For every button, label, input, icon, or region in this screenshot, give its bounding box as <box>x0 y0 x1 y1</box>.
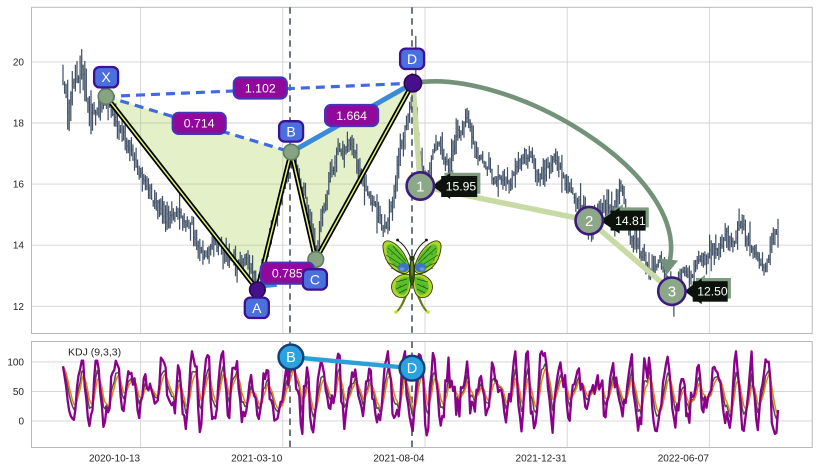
svg-text:1.664: 1.664 <box>336 109 367 123</box>
svg-text:D: D <box>407 51 417 67</box>
svg-text:2021-08-04: 2021-08-04 <box>373 454 425 465</box>
svg-text:2021-03-10: 2021-03-10 <box>231 454 283 465</box>
svg-text:B: B <box>286 350 296 366</box>
svg-text:A: A <box>252 300 262 316</box>
svg-text:16: 16 <box>13 180 25 191</box>
svg-text:18: 18 <box>13 119 25 130</box>
svg-text:2020-10-13: 2020-10-13 <box>89 454 141 465</box>
svg-text:12: 12 <box>13 302 25 313</box>
svg-text:1: 1 <box>416 178 424 195</box>
svg-text:14.81: 14.81 <box>615 214 646 228</box>
svg-text:15.95: 15.95 <box>446 179 477 193</box>
svg-text:2: 2 <box>585 213 593 230</box>
svg-text:20: 20 <box>13 57 25 68</box>
svg-text:0.714: 0.714 <box>184 117 215 131</box>
svg-text:D: D <box>407 361 417 377</box>
svg-text:X: X <box>101 69 111 85</box>
svg-text:0.785: 0.785 <box>272 267 303 281</box>
svg-text:14: 14 <box>13 241 25 252</box>
svg-text:B: B <box>286 123 295 139</box>
svg-text:C: C <box>310 271 320 287</box>
svg-text:2022-06-07: 2022-06-07 <box>658 454 710 465</box>
svg-text:2021-12-31: 2021-12-31 <box>516 454 568 465</box>
svg-text:1.102: 1.102 <box>245 81 276 95</box>
svg-text:KDJ (9,3,3): KDJ (9,3,3) <box>68 347 121 359</box>
svg-text:3: 3 <box>668 284 676 301</box>
svg-text:0: 0 <box>18 416 24 427</box>
svg-text:12.50: 12.50 <box>697 285 728 299</box>
svg-text:50: 50 <box>13 387 25 398</box>
svg-text:100: 100 <box>7 357 24 368</box>
